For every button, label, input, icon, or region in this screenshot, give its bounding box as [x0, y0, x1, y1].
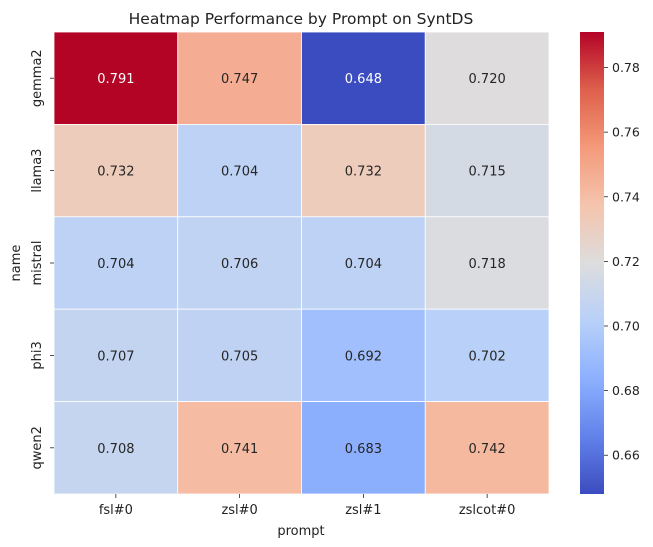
colorbar-tick-label: 0.72 — [612, 254, 640, 269]
cell-value-label: 0.741 — [221, 442, 258, 457]
colorbar-tick-label: 0.70 — [612, 319, 640, 334]
heatmap-cell — [424, 31, 550, 125]
chart-title: Heatmap Performance by Prompt on SyntDS — [129, 10, 474, 28]
heatmap-cell — [177, 308, 302, 403]
heatmap-cell — [177, 401, 302, 495]
cell-value-label: 0.702 — [469, 349, 506, 364]
colorbar-tick-label: 0.78 — [612, 60, 640, 75]
cell-value-label: 0.705 — [221, 349, 258, 364]
cell-value-label: 0.742 — [469, 442, 506, 457]
cell-value-label: 0.704 — [97, 257, 134, 272]
cell-value-label: 0.747 — [221, 72, 258, 87]
x-axis-ticks: fsl#0 zsl#0 zsl#1 zslcot#0 — [99, 494, 516, 518]
heatmap-cell — [53, 401, 179, 495]
heatmap-cells: 0.791 0.747 0.648 0.720 0.732 0.704 0.732 0.715… — [53, 31, 550, 495]
cell-value-label: 0.706 — [221, 257, 258, 272]
y-axis-ticks: gemma2 llama3 mistral phi3 qwen2 — [30, 49, 54, 470]
heatmap-cell — [424, 216, 550, 310]
heatmap-cell — [177, 124, 302, 218]
cell-value-label: 0.707 — [97, 349, 134, 364]
colorbar-tick-label: 0.74 — [612, 189, 640, 204]
cell-value-label: 0.715 — [469, 165, 506, 180]
y-tick-label: gemma2 — [30, 49, 45, 107]
heatmap-cell — [177, 216, 302, 310]
x-tick-label: fsl#0 — [99, 503, 133, 518]
heatmap-cell — [301, 308, 426, 403]
cell-value-label: 0.704 — [221, 165, 258, 180]
y-tick-label: qwen2 — [30, 426, 45, 469]
colorbar-tick-label: 0.66 — [612, 448, 640, 463]
cell-value-label: 0.791 — [97, 72, 134, 87]
cell-value-label: 0.692 — [345, 349, 382, 364]
cell-value-label: 0.720 — [469, 72, 506, 87]
x-tick-label: zslcot#0 — [459, 503, 516, 518]
cell-value-label: 0.704 — [345, 257, 382, 272]
cell-value-label: 0.708 — [97, 442, 134, 457]
heatmap-cell — [177, 31, 302, 125]
heatmap-cell — [424, 401, 550, 495]
heatmap-cell — [301, 31, 426, 125]
heatmap-cell — [424, 124, 550, 218]
colorbar-tick-label: 0.76 — [612, 125, 640, 140]
heatmap-cell — [53, 308, 179, 403]
heatmap-cell — [53, 31, 179, 125]
y-tick-label: mistral — [30, 240, 45, 285]
x-tick-label: zsl#0 — [221, 503, 257, 518]
cell-value-label: 0.732 — [97, 165, 134, 180]
colorbar-tick-label: 0.68 — [612, 383, 640, 398]
cell-value-label: 0.732 — [345, 165, 382, 180]
colorbar-ticks: 0.66 0.68 0.70 0.72 0.74 0.76 0.78 — [604, 60, 640, 463]
cell-value-label: 0.718 — [469, 257, 506, 272]
x-tick-label: zsl#1 — [345, 503, 381, 518]
y-tick-label: llama3 — [30, 149, 45, 193]
y-axis-label: name — [9, 245, 24, 282]
colorbar — [580, 32, 604, 494]
heatmap-cell — [301, 401, 426, 495]
heatmap-cell — [424, 308, 550, 403]
cell-value-label: 0.683 — [345, 442, 382, 457]
cell-value-label: 0.648 — [345, 72, 382, 87]
y-tick-label: phi3 — [30, 341, 45, 369]
x-axis-label: prompt — [277, 524, 324, 539]
heatmap-cell — [53, 124, 179, 218]
